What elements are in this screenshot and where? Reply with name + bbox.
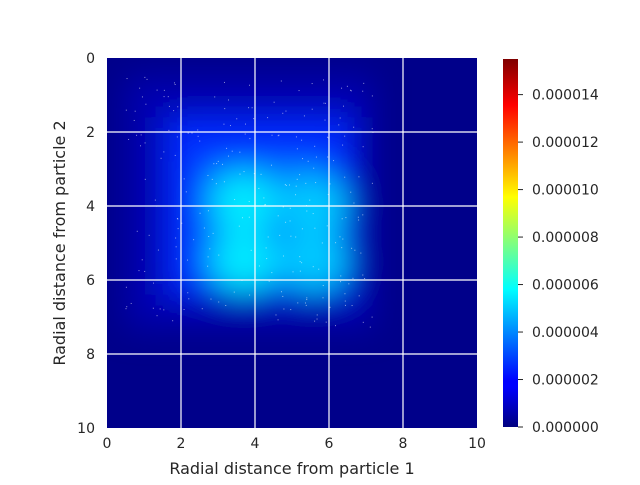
- y-tick-label: 0: [86, 51, 95, 67]
- colorbar-tick-label: 0.000012: [532, 135, 599, 151]
- y-tick-label: 2: [86, 125, 95, 141]
- y-tick-label: 10: [77, 421, 95, 437]
- density-peak: [209, 172, 278, 233]
- density-peak: [209, 231, 278, 292]
- density-speckle: [125, 76, 374, 328]
- x-tick-label: 8: [399, 436, 408, 452]
- y-tick-label: 4: [86, 199, 95, 215]
- colorbar-tick-label: 0.000010: [532, 183, 599, 199]
- x-axis: 0 2 4 6 8 10: [103, 436, 486, 452]
- x-axis-label: Radial distance from particle 1: [169, 459, 414, 478]
- y-tick-label: 8: [86, 347, 95, 363]
- x-tick-label: 2: [177, 436, 186, 452]
- density-layer: [125, 76, 374, 329]
- y-tick-label: 6: [86, 273, 95, 289]
- y-axis-label: Radial distance from particle 2: [50, 120, 69, 365]
- colorbar-tick-label: 0.000008: [532, 230, 599, 246]
- colorbar-tick-label: 0.000014: [532, 88, 599, 104]
- colorbar-tick-label: 0.000000: [532, 420, 599, 436]
- grid-lines: [107, 58, 477, 428]
- colorbar-tick-label: 0.000004: [532, 325, 599, 341]
- colorbar: 0.000000 0.000002 0.000004 0.000006 0.000008…: [503, 59, 599, 436]
- density-peak: [280, 231, 349, 292]
- x-tick-label: 4: [251, 436, 260, 452]
- x-tick-label: 10: [468, 436, 486, 452]
- colorbar-ticks: 0.000000 0.000002 0.000004 0.000006 0.000008…: [518, 88, 599, 436]
- colorbar-gradient: [503, 59, 518, 427]
- colorbar-tick-label: 0.000006: [532, 278, 599, 294]
- x-tick-label: 6: [325, 436, 334, 452]
- x-tick-label: 0: [103, 436, 112, 452]
- plot-area: [107, 58, 477, 428]
- y-axis: 0 2 4 6 8 10: [77, 51, 95, 437]
- colorbar-tick-label: 0.000002: [532, 373, 599, 389]
